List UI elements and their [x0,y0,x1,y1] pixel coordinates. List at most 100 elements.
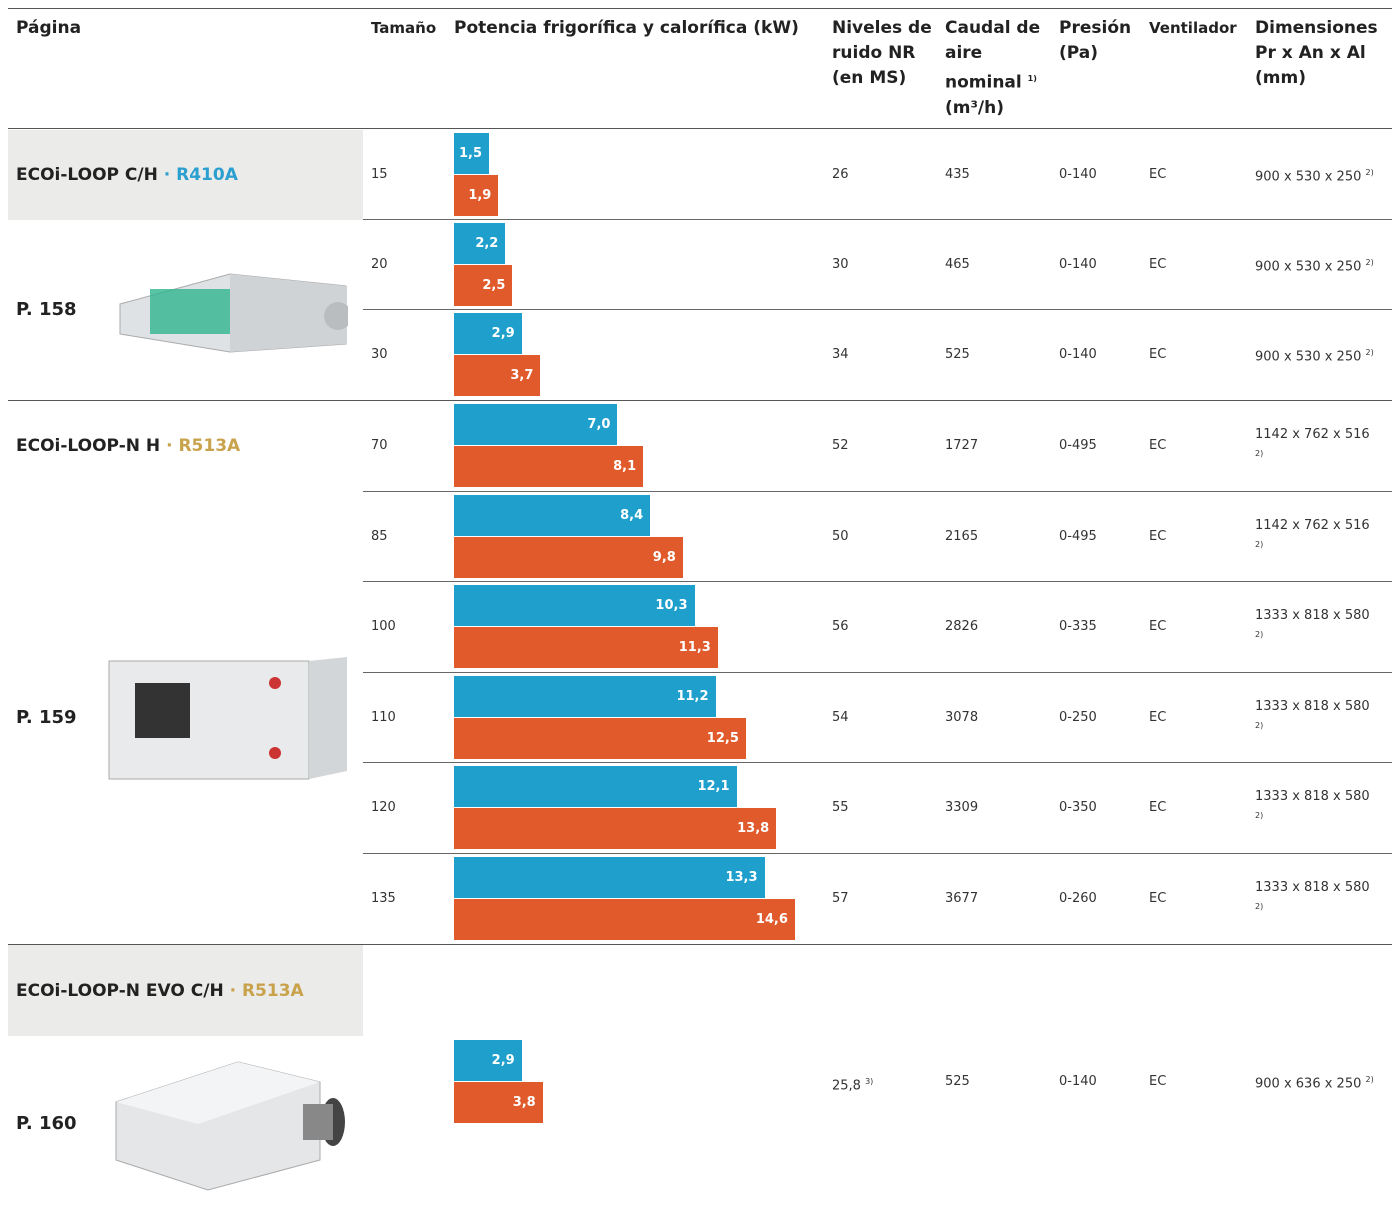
page-ref: P. 160 [16,1112,77,1136]
heating-label: 2,5 [482,278,506,293]
unit-drawing [115,1061,345,1191]
page-ref: P. 158 [16,298,77,322]
noise-text: 56 [832,619,849,635]
dimensions-cell: 900 x 636 x 250 2) [1255,1070,1374,1093]
noise-text: 50 [832,528,849,544]
product-name: ECOi-LOOP C/H [16,165,158,185]
header-text: Tamaño [371,19,437,37]
size-text: 15 [371,167,388,182]
pressure-text: 0-140 [1059,257,1097,272]
size-text: 20 [371,257,388,272]
dimensions-cell: 1333 x 818 x 580 2) [1255,606,1379,648]
pressure-text: 0-260 [1059,890,1097,906]
cooling-label: 8,4 [620,507,644,523]
dimensions-note: 2) [1255,449,1264,459]
pressure: 0-495 [1059,527,1097,547]
airflow-text: 525 [945,1074,970,1089]
dimensions-cell: 1333 x 818 x 580 2) [1255,787,1379,829]
pressure-text: 0-495 [1059,438,1097,454]
page-number: P. 160 [16,1112,77,1134]
unit-drawing [119,273,352,353]
noise: 54 [832,708,849,728]
noise-text: 30 [832,257,849,272]
dimensions-text: 1333 x 818 x 580 [1255,879,1370,895]
heating-bar: 11,3 [454,627,718,669]
pressure: 0-140 [1059,1072,1097,1092]
fan-text: EC [1149,1074,1167,1089]
pressure: 0-140 [1059,345,1097,365]
size: 120 [371,798,396,818]
heating-label: 12,5 [706,730,739,746]
fan: EC [1149,889,1166,909]
row-rule [363,671,1392,673]
header-text: Página [16,18,82,38]
pressure-text: 0-140 [1059,347,1097,362]
airflow: 3677 [945,889,978,909]
airflow-text: 3078 [945,709,979,725]
fan-text: EC [1149,800,1167,816]
dimensions-text: 1142 x 762 x 516 [1255,427,1370,443]
cooling-label: 1,5 [458,146,483,161]
header-text: Presión (Pa) [1059,18,1132,63]
column-header: Página [16,16,356,41]
group-name: ECOi-LOOP-N H · R513A [16,434,240,458]
row-rule [363,490,1392,492]
airflow-text: 435 [945,167,970,182]
airflow-text: 3677 [945,890,979,906]
fan: EC [1149,436,1166,456]
cooling-label: 7,0 [587,417,611,433]
fan: EC [1149,708,1166,728]
product-image [107,655,350,783]
fan-text: EC [1149,890,1167,906]
column-header: Niveles de ruido NR (en MS) [832,16,937,91]
dimensions: 1333 x 818 x 580 2) [1255,788,1379,828]
pressure: 0-350 [1059,798,1097,818]
fan-text: EC [1149,709,1167,725]
dimensions-text: 900 x 530 x 250 [1255,349,1362,365]
airflow-text: 1727 [945,438,979,454]
noise-text: 25,8 [832,1078,861,1094]
pressure: 0-140 [1059,255,1097,275]
header-text: Caudal de aire nominal [945,18,1041,93]
fan-text: EC [1149,619,1167,635]
noise-text: 54 [832,709,849,725]
dimensions-text: 900 x 530 x 250 [1255,169,1362,185]
pressure-text: 0-335 [1059,619,1097,635]
pressure: 0-335 [1059,617,1097,637]
dimensions-cell: 900 x 530 x 250 2) [1255,163,1374,186]
noise-text: 57 [832,890,849,906]
heating-bar: 3,8 [454,1082,543,1123]
pressure-text: 0-140 [1059,167,1097,182]
header-unit: (m³/h) [945,97,1005,118]
dimensions-note: 2) [1365,348,1374,358]
airflow: 3078 [945,708,978,728]
heating-bar: 12,5 [454,717,746,759]
header-note: 1) [1027,74,1037,83]
cooling-label: 12,1 [697,779,730,795]
heating-bar: 1,9 [454,175,499,216]
airflow-text: 3309 [945,800,979,816]
dimensions: 900 x 530 x 250 2) [1255,155,1379,195]
cooling-bar: 2,2 [454,223,506,264]
cooling-bar: 2,9 [454,1040,522,1081]
unit-drawing [108,657,347,780]
refrigerant: · R513A [166,436,241,456]
dimensions: 900 x 636 x 250 2) [1255,1062,1379,1102]
column-header: Presión (Pa) [1059,16,1144,66]
noise: 55 [832,798,849,818]
dimensions-note: 2) [1255,811,1264,821]
airflow: 525 [945,1072,970,1092]
fan-text: EC [1149,167,1167,182]
row-rule [363,309,1392,310]
fan-text: EC [1149,438,1167,454]
page-number: P. 159 [16,706,77,728]
noise: 26 [832,165,849,185]
header-text: Dimensiones Pr x An x Al (mm) [1255,18,1378,88]
airflow: 2826 [945,617,978,637]
refrigerant: · R410A [163,165,238,185]
dimensions-note: 2) [1255,630,1264,640]
size-text: 85 [371,528,388,544]
row-rule [363,852,1392,854]
row-rule [363,581,1392,582]
header-text: Potencia frigorífica y calorífica (kW) [454,18,799,38]
